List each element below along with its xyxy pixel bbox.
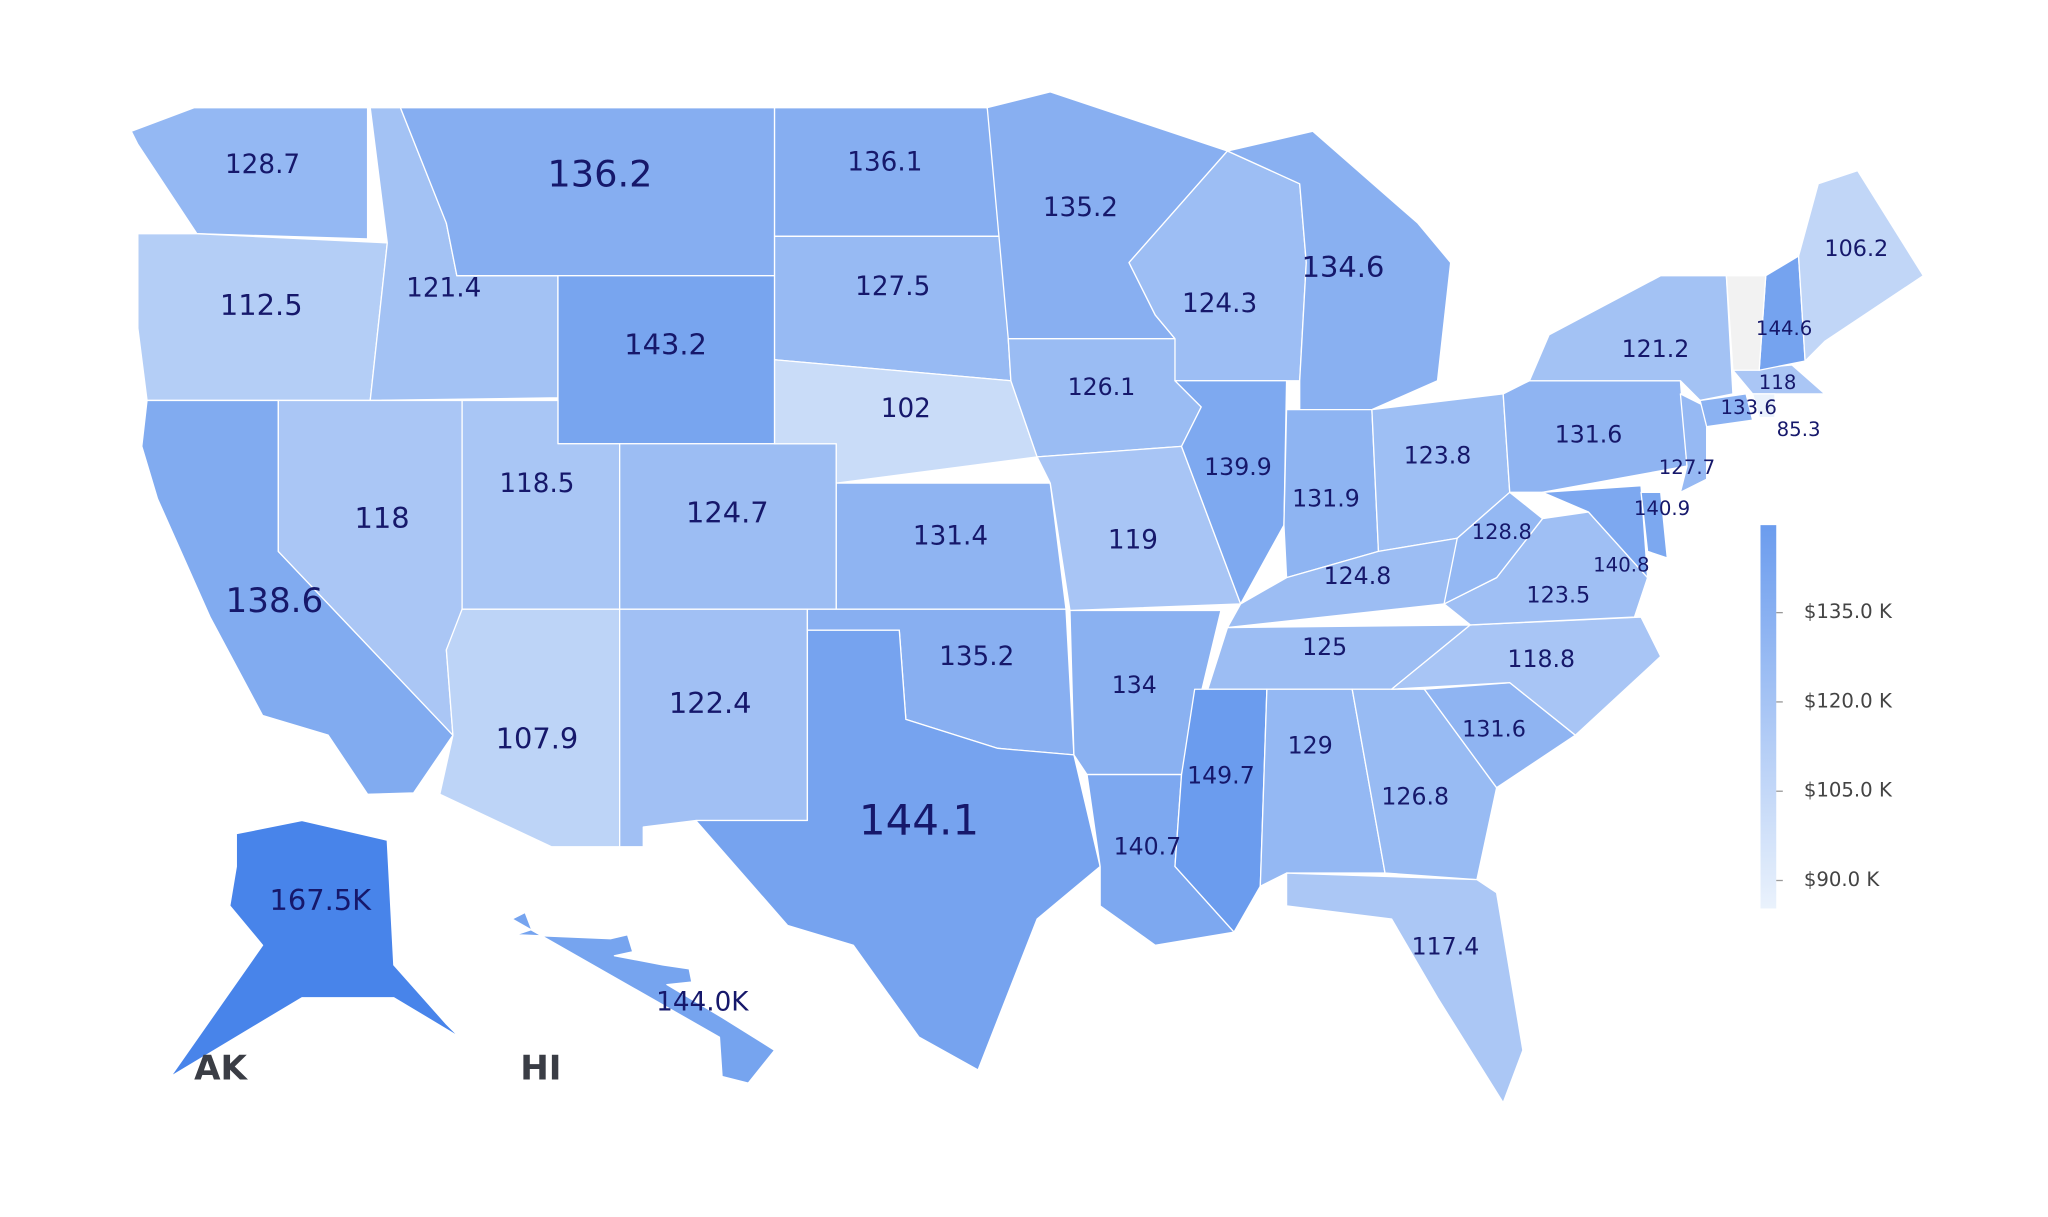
region <box>1541 485 1649 579</box>
region-value-label: 118 <box>354 501 409 535</box>
region-value-label: 122.4 <box>669 686 752 720</box>
region-value-label: 131.6 <box>1462 716 1526 742</box>
region-value-label: 121.2 <box>1622 335 1690 363</box>
region-value-label: 138.6 <box>226 581 324 621</box>
legend-tick-label: $120.0 K <box>1804 689 1893 712</box>
region-value-label: 106.2 <box>1824 236 1888 262</box>
legend: $135.0 K $120.0 K $105.0 K $90.0 K <box>1776 600 1893 891</box>
region-labels: 128.7 112.5 138.6 121.4 118 136.2 143.2 118.5 10… <box>220 147 1888 1017</box>
region <box>1036 445 1242 612</box>
region-value-label: 140.7 <box>1114 833 1182 861</box>
region-value-label: 118 <box>1759 371 1797 394</box>
region-value-label: 124.8 <box>1324 562 1392 590</box>
region-value-label: 134.6 <box>1302 250 1385 284</box>
region-value-label: 139.9 <box>1204 453 1272 481</box>
region-value-label: 143.2 <box>624 328 707 362</box>
region-value-label: 118.8 <box>1507 645 1575 673</box>
region-value-label: 131.4 <box>913 521 988 551</box>
region-value-label: 144.1 <box>859 796 979 845</box>
region <box>695 629 1101 1071</box>
region-value-label: 131.6 <box>1555 420 1623 448</box>
region <box>130 107 369 240</box>
region-value-label: 117.4 <box>1412 932 1480 960</box>
region-value-label: 127.7 <box>1659 456 1715 479</box>
region <box>1758 255 1806 371</box>
region-value-label: 127.5 <box>855 272 930 302</box>
region <box>1797 170 1924 362</box>
region <box>170 819 461 1078</box>
region-value-label: 118.5 <box>499 469 574 499</box>
region <box>773 235 1012 382</box>
region-value-label: 126.8 <box>1381 783 1449 811</box>
region-value-label: 149.7 <box>1187 762 1255 790</box>
region-value-label: 125 <box>1302 633 1347 661</box>
region-value-label: 135.2 <box>1043 193 1118 223</box>
region-value-label: 124.3 <box>1182 289 1257 319</box>
region-value-label: 123.5 <box>1526 583 1590 609</box>
region-value-label: 112.5 <box>220 288 303 322</box>
region-value-label: 123.8 <box>1404 441 1472 469</box>
region-value-label: 167.5K <box>270 883 373 917</box>
region-value-label: 107.9 <box>496 721 579 755</box>
inset-label: AK <box>194 1048 248 1088</box>
region-value-label: 85.3 <box>1777 418 1821 441</box>
region-value-label: 135.2 <box>939 642 1014 672</box>
region <box>1640 491 1668 559</box>
legend-tick-label: $90.0 K <box>1804 868 1881 891</box>
region-value-label: 102 <box>881 394 931 424</box>
region-value-label: 124.7 <box>686 496 769 530</box>
region <box>1528 275 1734 402</box>
region <box>1699 393 1754 428</box>
states <box>130 91 1924 1104</box>
region-value-label: 128.8 <box>1472 520 1532 544</box>
region-value-label: 140.9 <box>1634 497 1690 520</box>
region-value-label: 131.9 <box>1292 485 1360 513</box>
region <box>1443 491 1544 605</box>
region-value-label: 129 <box>1288 732 1333 760</box>
region-value-label: 144.0K <box>656 988 749 1018</box>
region-value-label: 136.1 <box>847 147 922 177</box>
legend-tick-label: $105.0 K <box>1804 779 1893 802</box>
region <box>1259 688 1386 887</box>
inset-label: HI <box>520 1048 561 1088</box>
region-value-label: 144.6 <box>1756 317 1812 340</box>
region <box>1751 393 1776 419</box>
region-value-label: 119 <box>1108 525 1158 555</box>
region-value-label: 128.7 <box>225 150 300 180</box>
region <box>511 911 776 1084</box>
legend-tick-label: $135.0 K <box>1804 600 1893 623</box>
region <box>618 608 809 848</box>
region <box>1285 872 1524 1104</box>
region-value-label: 140.8 <box>1593 553 1649 576</box>
region-value-label: 133.6 <box>1720 396 1776 419</box>
color-bar <box>1760 525 1777 909</box>
region-value-label: 121.4 <box>406 273 481 303</box>
region-value-label: 126.1 <box>1068 373 1136 401</box>
no-data-region <box>1725 275 1767 371</box>
region-value-label: 134 <box>1112 671 1157 699</box>
region-value-label: 136.2 <box>547 152 652 195</box>
region <box>1351 688 1498 881</box>
